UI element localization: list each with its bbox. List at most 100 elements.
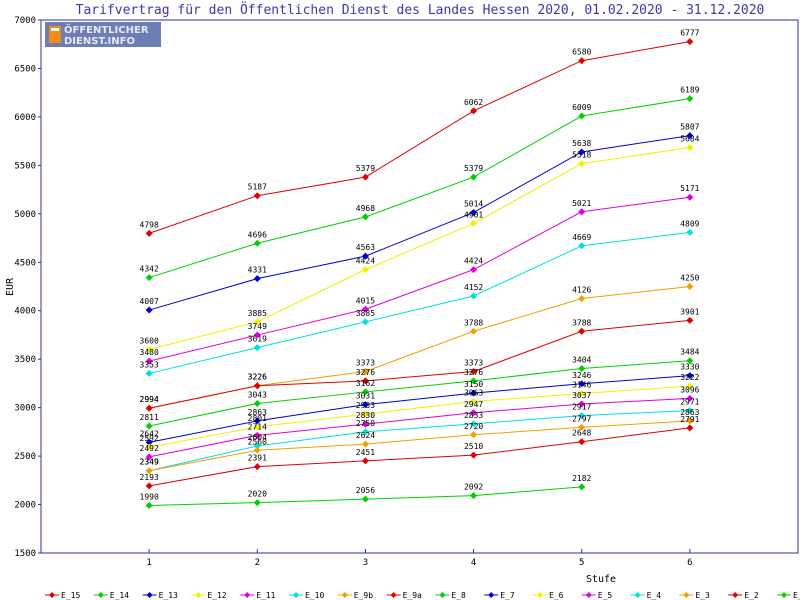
data-label-E_13: 4007	[140, 297, 159, 306]
data-label-E_8: 3043	[248, 390, 267, 399]
data-label-E_5: 3096	[680, 385, 699, 394]
data-point-E_2	[361, 457, 369, 465]
data-label-E_4: 2833	[464, 411, 483, 420]
data-point-E_13	[578, 148, 586, 156]
data-point-E_6	[361, 410, 369, 418]
data-label-E_1: 2020	[248, 490, 267, 499]
data-label-E_11: 4015	[356, 296, 375, 305]
data-label-E_9b: 4250	[680, 274, 699, 283]
legend-label-E_6: E_6	[549, 591, 564, 600]
y-tick-label: 5500	[14, 161, 36, 171]
series-line-E_6	[149, 385, 690, 448]
legend-label-E_11: E_11	[256, 591, 275, 600]
data-label-E_13: 5807	[680, 123, 699, 132]
data-point-E_8	[361, 388, 369, 396]
data-label-E_10: 3885	[356, 309, 375, 318]
x-tick-label: 1	[146, 558, 151, 568]
data-point-E_4	[578, 412, 586, 420]
data-label-E_15: 4798	[140, 220, 159, 229]
data-point-E_10	[253, 344, 261, 352]
data-point-E_11	[361, 305, 369, 313]
series-line-E_10	[149, 231, 690, 374]
data-point-E_15	[253, 192, 261, 200]
legend-marker-E_4	[634, 592, 641, 598]
data-label-E_7: 3031	[356, 392, 375, 401]
y-tick-label: 2000	[14, 501, 36, 511]
data-point-E_12	[145, 345, 153, 353]
data-label-E_9a: 3788	[572, 318, 591, 327]
data-point-E_9a	[145, 404, 153, 412]
y-tick-label: 4500	[14, 258, 36, 268]
legend-label-E_15: E_15	[61, 591, 80, 600]
data-point-E_14	[686, 95, 694, 103]
data-point-E_1	[470, 492, 478, 500]
data-label-E_11: 5171	[680, 184, 699, 193]
data-label-E_9a: 3226	[248, 373, 267, 382]
data-point-E_6	[686, 382, 694, 390]
x-tick-label: 4	[471, 558, 476, 568]
y-tick-label: 5000	[14, 210, 36, 220]
data-point-E_13	[361, 252, 369, 260]
legend-marker-E_14	[97, 592, 104, 598]
data-point-E_3	[145, 467, 153, 475]
data-label-E_7: 3330	[680, 363, 699, 372]
data-point-E_11	[578, 208, 586, 216]
data-label-E_6: 3146	[572, 380, 591, 389]
legend-label-E_7: E_7	[500, 591, 515, 600]
data-label-E_9a: 3373	[464, 358, 483, 367]
legend-marker-E_6	[537, 592, 543, 598]
x-tick-label: 5	[579, 558, 584, 568]
data-label-E_7: 3246	[572, 371, 591, 380]
data-point-E_2	[686, 424, 694, 432]
legend-label-E_8: E_8	[451, 591, 466, 600]
data-label-E_6: 3063	[464, 389, 483, 398]
data-label-E_10: 3353	[140, 360, 159, 369]
data-point-E_14	[578, 112, 586, 120]
data-label-E_12: 4901	[464, 210, 483, 219]
data-label-E_10: 4152	[464, 283, 483, 292]
data-point-E_5	[470, 409, 478, 417]
data-label-E_12: 5684	[680, 135, 699, 144]
series-line-E_14	[148, 98, 690, 279]
data-point-E_1	[145, 502, 153, 510]
data-point-E_9b	[686, 283, 694, 290]
data-point-E_12	[578, 160, 586, 168]
data-point-E_11	[470, 266, 478, 274]
data-label-E_1: 2182	[572, 474, 591, 483]
data-label-E_1: 2092	[464, 483, 483, 492]
series-line-E_15	[148, 41, 690, 234]
data-label-E_4: 2971	[680, 397, 699, 406]
data-label-E_9b: 4126	[572, 286, 591, 295]
logo-text-line1: ÖFFENTLICHER	[64, 22, 149, 36]
data-point-E_15	[686, 38, 694, 46]
data-label-E_5: 2830	[356, 411, 375, 420]
data-point-E_6	[470, 398, 478, 406]
data-label-E_9b: 3788	[464, 318, 483, 327]
chart-title: Tarifvertrag für den Öffentlichen Dienst…	[76, 1, 765, 18]
y-axis: 1500 2000 2500 3000 3500 4000 4500 5000 5500 6000…	[14, 16, 41, 559]
data-label-E_2: 2648	[572, 429, 591, 438]
data-point-E_4	[686, 406, 694, 414]
data-point-E_13	[145, 306, 153, 314]
data-label-E_3: 2560	[248, 437, 267, 446]
series-line-E_4	[149, 409, 690, 472]
y-tick-label: 6500	[14, 64, 36, 74]
data-point-E_4	[361, 428, 369, 436]
data-label-E_11: 5021	[572, 199, 591, 208]
data-label-E_13: 5638	[572, 139, 591, 148]
legend-marker-E_3	[683, 592, 690, 598]
data-label-E_8: 3162	[356, 379, 375, 388]
series-line-E_9a	[149, 319, 690, 409]
data-label-E_8: 2811	[140, 413, 159, 422]
data-label-E_6: 2592	[140, 434, 159, 443]
data-label-E_9a: 3901	[680, 307, 699, 316]
data-point-E_1	[253, 499, 261, 507]
legend-marker-E_9b	[341, 592, 348, 598]
legend-label-E_5: E_5	[598, 591, 613, 600]
x-axis: 1 2 3 4 5 6	[146, 549, 693, 568]
data-point-E_3	[686, 417, 694, 425]
legend-label-E_10: E_10	[305, 591, 324, 600]
data-point-E_2	[145, 482, 153, 490]
data-point-E_5	[361, 420, 369, 428]
legend-marker-E_1	[781, 592, 787, 598]
